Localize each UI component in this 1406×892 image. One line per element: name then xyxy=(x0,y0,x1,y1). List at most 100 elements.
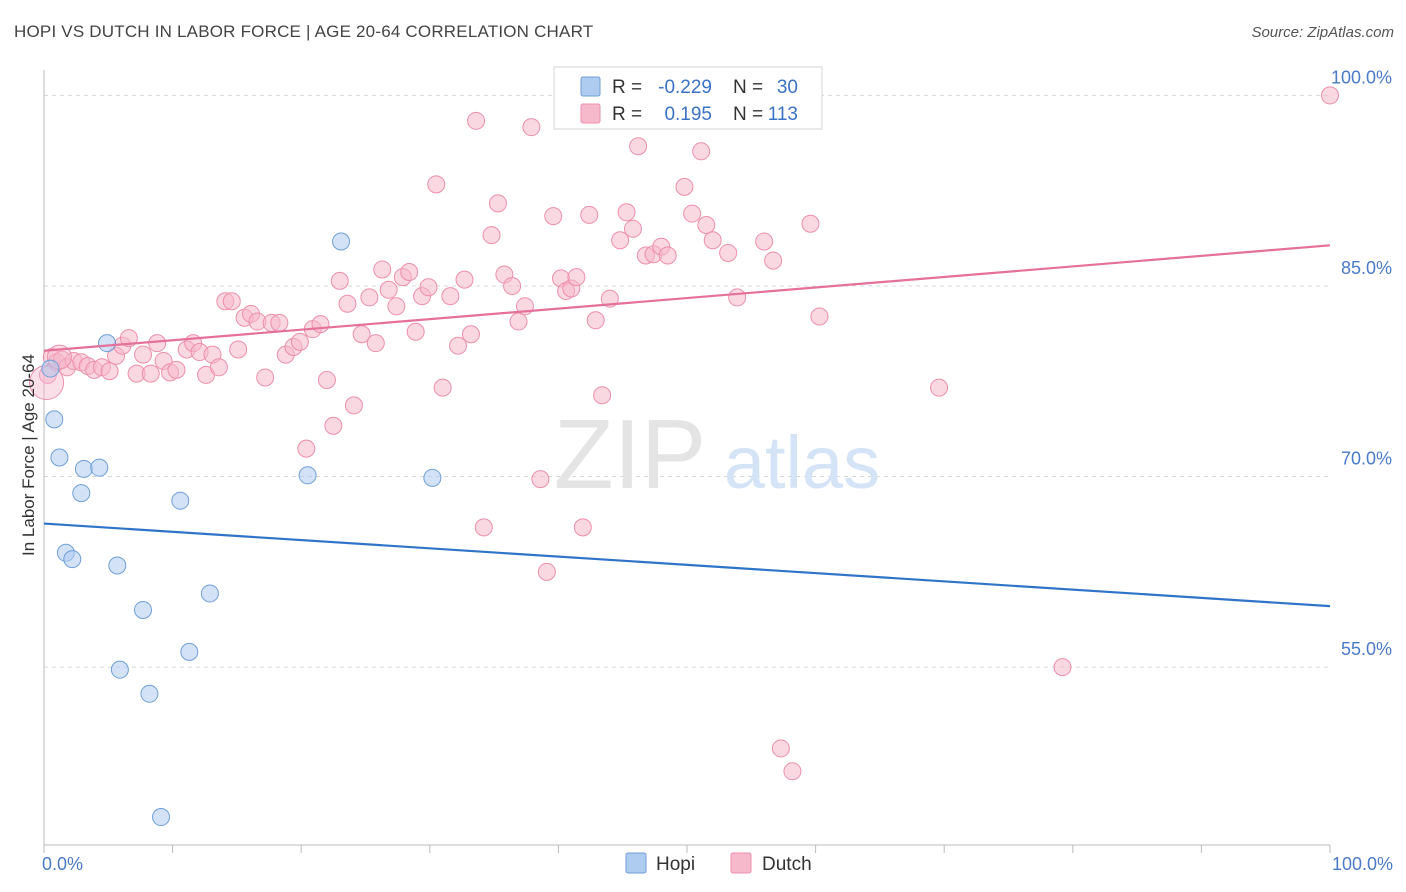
hopi-point xyxy=(50,448,69,467)
hopi-point xyxy=(152,808,171,827)
hopi-point xyxy=(98,334,117,353)
dutch-point xyxy=(119,329,138,348)
legend-r-value-dutch: 0.195 xyxy=(664,104,712,125)
watermark-atlas: atlas xyxy=(724,421,880,504)
dutch-point xyxy=(455,270,474,289)
dutch-point xyxy=(311,315,330,334)
hopi-point xyxy=(298,466,317,485)
dutch-point xyxy=(810,307,829,326)
trend-lines xyxy=(43,244,1331,608)
dutch-point xyxy=(229,340,248,359)
source-label: Source: ZipAtlas.com xyxy=(1251,24,1394,41)
dutch-point xyxy=(703,231,722,250)
dutch-point xyxy=(1053,658,1072,677)
legend-swatch-hopi xyxy=(580,76,601,97)
x-tick-label: 100.0% xyxy=(1332,854,1393,874)
legend-r-label-dutch: R = xyxy=(612,104,642,125)
legend-n-value-dutch: 113 xyxy=(768,104,798,125)
legend-r-value-hopi: -0.229 xyxy=(658,77,712,98)
dutch-point xyxy=(366,334,385,353)
chart-title: HOPI VS DUTCH IN LABOR FORCE | AGE 20-64… xyxy=(14,22,594,41)
dutch-point xyxy=(623,219,642,238)
dutch-point xyxy=(209,358,228,377)
hopi-point xyxy=(110,660,129,679)
dutch-point xyxy=(764,251,783,270)
dutch-point xyxy=(461,325,480,344)
dutch-point xyxy=(488,194,507,213)
dutch-point xyxy=(330,271,349,290)
legend-swatch-dutch xyxy=(580,103,601,124)
dutch-point xyxy=(629,137,648,156)
dutch-point xyxy=(449,336,468,355)
axes xyxy=(43,70,1331,853)
dutch-point xyxy=(783,762,802,781)
dutch-point xyxy=(719,243,738,262)
dutch-point xyxy=(360,288,379,307)
dutch-point xyxy=(373,260,392,279)
dutch-point xyxy=(256,368,275,387)
dutch-point xyxy=(338,294,357,313)
dutch-point xyxy=(270,313,289,332)
legend-r-label-hopi: R = xyxy=(612,77,642,98)
dutch-point xyxy=(503,276,522,295)
hopi-point xyxy=(200,584,219,603)
x-tick-label: 0.0% xyxy=(42,854,83,874)
dutch-trend-line xyxy=(43,244,1331,352)
hopi-point xyxy=(72,484,91,503)
dutch-point xyxy=(400,263,419,282)
legend-n-label-dutch: N = xyxy=(733,104,763,125)
y-axis-label: In Labor Force | Age 20-64 xyxy=(19,354,38,556)
dutch-point xyxy=(573,518,592,537)
hopi-point xyxy=(63,550,82,569)
dutch-point xyxy=(617,203,636,222)
dutch-point xyxy=(290,332,309,351)
dutch-point xyxy=(675,177,694,196)
dutch-point xyxy=(580,205,599,224)
hopi-point xyxy=(423,468,442,487)
dutch-point xyxy=(683,204,702,223)
x-tick-labels: 0.0% 100.0% xyxy=(42,854,1393,874)
dutch-point xyxy=(467,111,486,130)
hopi-point xyxy=(171,491,190,510)
dutch-point xyxy=(692,142,711,161)
hopi-point xyxy=(134,600,153,619)
dutch-point xyxy=(167,360,186,379)
dutch-point xyxy=(1321,86,1339,105)
y-tick-labels: 55.0% 70.0% 85.0% 100.0% xyxy=(1331,67,1392,659)
dutch-point xyxy=(297,439,316,458)
dutch-point xyxy=(134,345,153,364)
dutch-point xyxy=(728,288,747,307)
dutch-point xyxy=(509,312,528,331)
dutch-point xyxy=(317,371,336,389)
dutch-point xyxy=(222,292,241,311)
dutch-point xyxy=(427,175,446,194)
y-tick-label: 100.0% xyxy=(1331,67,1392,87)
dutch-point xyxy=(930,378,949,397)
hopi-point xyxy=(90,458,109,477)
dutch-point xyxy=(141,364,160,383)
legend-n-value-hopi: 30 xyxy=(777,77,798,98)
dutch-point xyxy=(697,216,716,234)
dutch-point xyxy=(433,378,452,397)
dutch-point xyxy=(324,416,343,435)
watermark-zip: ZIP xyxy=(554,399,706,509)
dutch-point xyxy=(771,739,790,758)
dutch-point xyxy=(658,246,677,265)
dutch-point xyxy=(344,396,363,415)
hopi-point xyxy=(45,410,64,429)
y-tick-label: 70.0% xyxy=(1341,449,1392,469)
dutch-point xyxy=(482,226,501,245)
legend-bottom: Hopi Dutch xyxy=(625,852,812,875)
dutch-point xyxy=(544,207,563,226)
dutch-point xyxy=(586,311,605,330)
y-tick-label: 55.0% xyxy=(1341,639,1392,659)
dutch-point xyxy=(406,322,425,341)
hopi-point xyxy=(74,459,93,478)
legend-bottom-swatch-hopi xyxy=(625,852,647,874)
dutch-point xyxy=(419,278,438,297)
watermark: ZIP atlas xyxy=(554,399,880,509)
dutch-point xyxy=(755,232,774,251)
dutch-point xyxy=(474,518,493,537)
dutch-point xyxy=(522,118,541,137)
